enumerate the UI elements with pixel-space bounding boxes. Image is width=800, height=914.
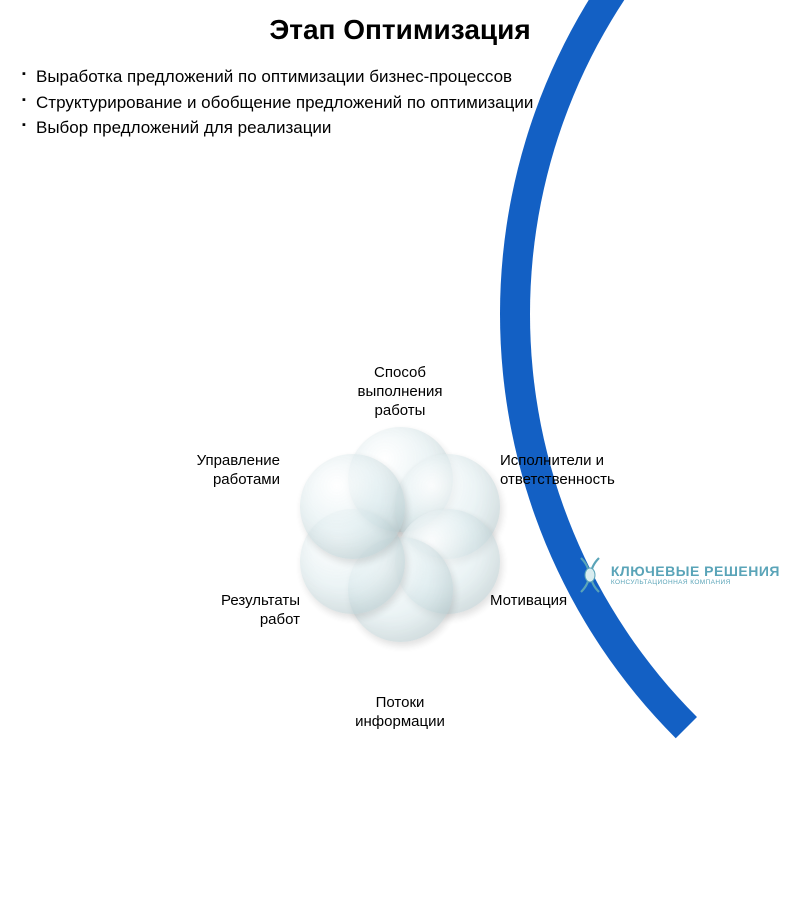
page-title: Этап Оптимизация xyxy=(0,14,800,46)
company-logo: КЛЮЧЕВЫЕ РЕШЕНИЯ КОНСУЛЬТАЦИОННАЯ КОМПАН… xyxy=(575,556,780,594)
diagram-label: Способвыполненияработы xyxy=(320,364,480,420)
diagram-label: Исполнители иответственность xyxy=(500,452,660,490)
bullet-item: Структурирование и обобщение предложений… xyxy=(22,90,800,116)
venn-diagram: СпособвыполненияработыИсполнители иответ… xyxy=(150,354,650,714)
bullet-item: Выработка предложений по оптимизации биз… xyxy=(22,64,800,90)
diagram-label: Потокиинформации xyxy=(320,694,480,732)
logo-sub-text: КОНСУЛЬТАЦИОННАЯ КОМПАНИЯ xyxy=(611,580,780,587)
diagram-label: Результатыработ xyxy=(140,592,300,630)
bullet-item: Выбор предложений для реализации xyxy=(22,115,800,141)
bullet-list: Выработка предложений по оптимизации биз… xyxy=(22,64,800,141)
diagram-label: Управлениеработами xyxy=(120,452,280,490)
logo-mark-icon xyxy=(575,556,605,594)
logo-main-text: КЛЮЧЕВЫЕ РЕШЕНИЯ xyxy=(611,564,780,578)
diagram-petal xyxy=(300,454,405,559)
diagram-label: Мотивация xyxy=(490,592,650,611)
